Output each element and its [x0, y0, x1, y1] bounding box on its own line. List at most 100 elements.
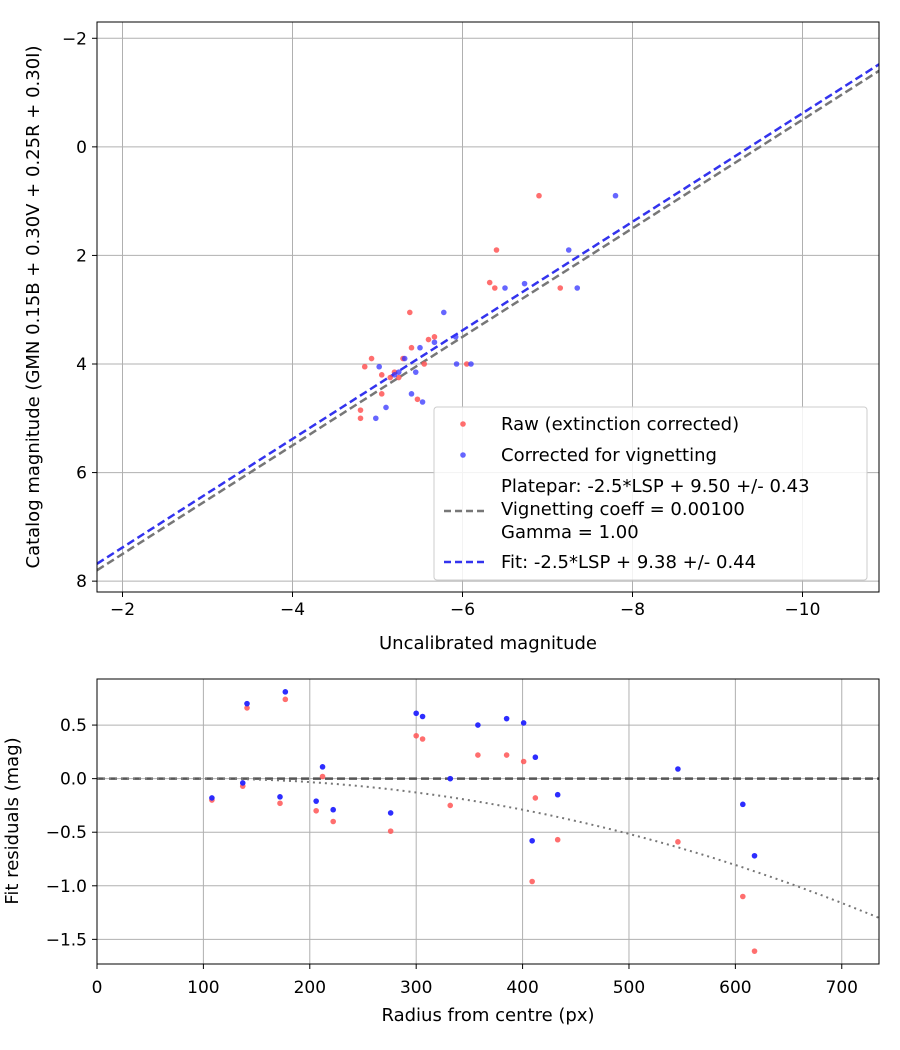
top-legend: Raw (extinction corrected) Corrected for…	[433, 406, 868, 581]
top-plot-frame	[96, 21, 880, 593]
raw-point	[387, 374, 394, 381]
corrected-point	[417, 344, 423, 351]
corrected-point	[452, 334, 459, 340]
bottom-y-axis-label: Fit residuals (mag)	[2, 737, 23, 904]
raw-point	[378, 391, 385, 397]
bottom-x-tick-label: 400	[506, 978, 538, 998]
bottom-plot-area	[97, 679, 879, 964]
top-y-tick-label: 0	[76, 138, 87, 158]
corrected-point	[408, 391, 415, 397]
corrected-residual-point	[475, 722, 481, 728]
corrected-point	[412, 369, 419, 375]
raw-residual-point	[675, 839, 681, 845]
bottom-x-tick-label: 200	[294, 978, 326, 998]
corrected-point	[574, 285, 581, 291]
corrected-residual-point	[529, 837, 535, 844]
corrected-point	[453, 361, 460, 367]
residuals-chart: 0 100 200 300 400 500 600 700 0.5 0.0 −0.5 −1.0 −1.5…	[2, 678, 880, 1026]
legend-raw-label: Raw (extinction corrected)	[501, 414, 739, 435]
top-x-tick-label: −8	[620, 600, 645, 620]
legend-box	[433, 406, 868, 581]
raw-residual-point	[244, 705, 250, 711]
corrected-point	[521, 280, 528, 287]
raw-residual-point	[387, 828, 394, 834]
corrected-residual-point	[282, 689, 289, 695]
corrected-point	[441, 309, 447, 316]
top-fit-lines	[97, 63, 879, 572]
corrected-residual-point	[313, 798, 319, 804]
corrected-residual-point	[239, 780, 246, 786]
top-axis-ticks: −2 −4 −6 −8 −10 −2 0 2 4 6 8	[62, 29, 821, 620]
corrected-point	[401, 355, 408, 362]
legend-gamma-label: Gamma = 1.00	[501, 522, 639, 543]
raw-residual-point	[751, 948, 758, 954]
bottom-x-tick-label: 300	[400, 978, 432, 998]
raw-point	[361, 363, 368, 370]
bottom-x-tick-label: 700	[826, 978, 858, 998]
corrected-residual-point	[520, 720, 527, 726]
raw-point	[421, 361, 428, 367]
raw-point	[493, 247, 500, 253]
bottom-x-tick-label: 0	[92, 978, 103, 998]
bottom-axis-ticks: 0 100 200 300 400 500 600 700 0.5 0.0 −0.5 −1.0 −1.5	[46, 716, 858, 998]
raw-point	[378, 372, 385, 378]
raw-residual-point	[319, 773, 326, 780]
raw-point	[536, 192, 542, 199]
legend-vignetting-label: Vignetting coeff = 0.00100	[501, 499, 745, 520]
top-y-tick-label: 8	[76, 572, 87, 592]
corrected-residual-point	[503, 715, 510, 722]
corrected-point	[376, 363, 383, 370]
top-y-axis-label: Catalog magnitude (GMN 0.15B + 0.30V + 0…	[23, 45, 44, 568]
raw-point	[425, 336, 432, 343]
legend-raw-marker	[460, 421, 466, 427]
corrected-residual-point	[330, 806, 336, 813]
raw-residual-point	[413, 732, 419, 739]
corrected-residual-point	[319, 764, 326, 770]
top-y-tick-label: 4	[76, 355, 87, 375]
top-x-tick-label: −2	[110, 600, 135, 620]
raw-residual-point	[532, 795, 539, 801]
raw-point	[463, 361, 470, 367]
raw-point	[357, 407, 364, 413]
corrected-residual-point	[209, 795, 215, 801]
top-x-tick-label: −6	[450, 600, 475, 620]
raw-point	[486, 279, 493, 286]
raw-point	[431, 334, 438, 340]
raw-point	[357, 415, 364, 422]
raw-point	[414, 396, 421, 403]
raw-point	[408, 344, 415, 351]
corrected-residual-point	[675, 766, 681, 772]
top-x-tick-label: −10	[785, 600, 821, 620]
corrected-point	[419, 399, 426, 405]
corrected-point	[383, 404, 389, 411]
raw-point	[407, 309, 413, 316]
corrected-residual-point	[554, 791, 561, 798]
bottom-y-tick-label: 0.0	[60, 770, 87, 790]
raw-residual-point	[282, 696, 289, 703]
bottom-x-axis-label: Radius from centre (px)	[381, 1005, 594, 1026]
raw-residual-point	[330, 818, 336, 825]
bottom-x-tick-label: 500	[613, 978, 645, 998]
top-x-tick-label: −4	[280, 600, 305, 620]
bottom-y-tick-label: −1.5	[46, 930, 87, 950]
corrected-point	[395, 369, 402, 375]
legend-corrected-marker	[460, 452, 466, 458]
raw-residual-point	[503, 752, 510, 758]
top-y-tick-label: −2	[62, 29, 87, 49]
bottom-x-tick-label: 600	[719, 978, 751, 998]
corrected-residual-point	[740, 801, 746, 808]
corrected-point	[468, 361, 474, 367]
corrected-residual-point	[447, 775, 454, 782]
fit-line	[97, 63, 879, 565]
corrected-residual-point	[751, 852, 758, 859]
legend-corrected-label: Corrected for vignetting	[501, 445, 717, 466]
corrected-point	[612, 192, 619, 199]
legend-platepar-label: Platepar: -2.5*LSP + 9.50 +/- 0.43	[501, 476, 810, 497]
calibration-chart: −2 −4 −6 −8 −10 −2 0 2 4 6 8 Uncalibrated magnitud…	[23, 21, 880, 654]
raw-point	[492, 285, 498, 291]
top-x-axis-label: Uncalibrated magnitude	[379, 633, 597, 654]
corrected-residual-point	[419, 713, 426, 720]
corrected-residual-point	[413, 710, 419, 717]
corrected-residual-point	[532, 754, 539, 761]
